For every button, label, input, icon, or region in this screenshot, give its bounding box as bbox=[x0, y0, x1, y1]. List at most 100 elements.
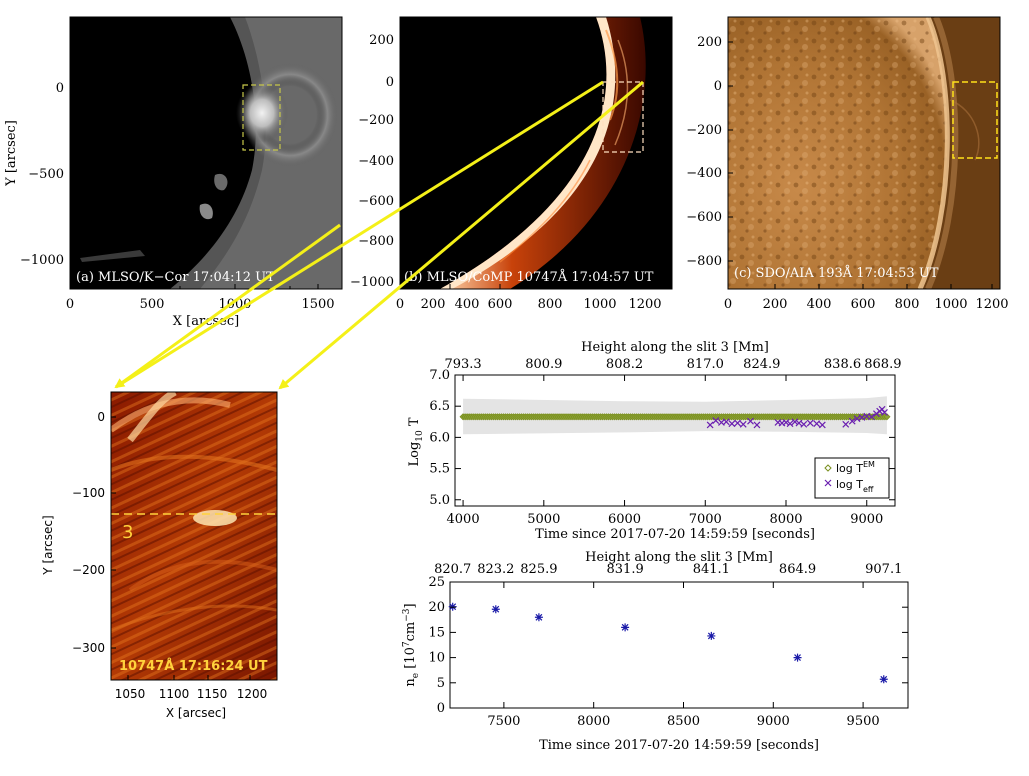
panel-c-ytick: 200 bbox=[697, 35, 722, 50]
density-point bbox=[448, 602, 457, 611]
eff-point bbox=[818, 421, 826, 429]
panel-a-ytick: −500 bbox=[28, 167, 64, 182]
density-plot-title: Height along the slit 3 [Mm] bbox=[585, 550, 773, 565]
legend-diamond-icon bbox=[824, 464, 832, 472]
top-tick-label: 800.9 bbox=[525, 357, 562, 372]
y-tick-label: 5.5 bbox=[429, 462, 450, 477]
panel-b-ytick: −400 bbox=[358, 154, 394, 169]
y-tick-label: 10 bbox=[428, 651, 445, 666]
panel-b-ytick: 0 bbox=[386, 75, 394, 90]
panel-c-label: (c) SDO/AIA 193Å 17:04:53 UT bbox=[734, 265, 939, 281]
panel-c-xtick: 0 bbox=[724, 297, 732, 312]
panel-c-xtick: 800 bbox=[895, 297, 920, 312]
panel-b-ytick: −1000 bbox=[350, 275, 394, 290]
ylabel-sup3: −3 bbox=[402, 608, 412, 622]
top-tick-label: 817.0 bbox=[687, 357, 724, 372]
panel-a-ytick: −1000 bbox=[20, 253, 64, 268]
top-tick-label: 831.9 bbox=[607, 562, 644, 577]
panel-b-ytick: −800 bbox=[358, 234, 394, 249]
panel-b-ticks bbox=[399, 39, 651, 289]
top-tick-label: 820.7 bbox=[434, 562, 471, 577]
eff-point bbox=[848, 417, 856, 425]
panel-c-ytick: 0 bbox=[714, 79, 722, 94]
density-point bbox=[793, 653, 802, 662]
eff-point bbox=[734, 419, 741, 427]
ylabel-n-sub: e bbox=[411, 673, 421, 678]
eff-point bbox=[795, 419, 803, 427]
zoom-ytick: 0 bbox=[97, 410, 105, 424]
panel-a: (a) MLSO/K−Cor 17:04:12 UT 0 500 1000 15… bbox=[4, 16, 343, 329]
density-point bbox=[534, 613, 543, 622]
density-point bbox=[491, 605, 500, 614]
panel-a-roi-box bbox=[242, 84, 281, 151]
ylabel-tail: T bbox=[407, 417, 422, 430]
density-point bbox=[879, 675, 888, 684]
legend-em-main: log T bbox=[836, 462, 863, 475]
zoom-xlabel: X [arcsec] bbox=[166, 706, 226, 720]
panel-b-xtick: 1000 bbox=[583, 297, 616, 312]
y-tick-label: 0 bbox=[437, 701, 445, 716]
top-tick-label: 907.1 bbox=[865, 562, 902, 577]
legend-x-icon bbox=[824, 479, 832, 487]
density-plot-ylabel: ne [107cm−3] bbox=[402, 603, 421, 686]
eff-point bbox=[858, 413, 866, 421]
eff-point bbox=[800, 420, 808, 428]
panel-a-ticks bbox=[69, 87, 319, 289]
eff-point bbox=[853, 415, 861, 423]
zoom-panel: 3 10747Å 17:16:24 UT 1050 1100 1150 1200… bbox=[41, 391, 278, 720]
panel-c-ytick: −200 bbox=[686, 123, 722, 138]
panel-c-xtick: 600 bbox=[851, 297, 876, 312]
panel-a-label: (a) MLSO/K−Cor 17:04:12 UT bbox=[76, 270, 275, 285]
panel-b-xtick: 400 bbox=[455, 297, 480, 312]
panel-b-xtick: 600 bbox=[488, 297, 513, 312]
legend-box bbox=[814, 457, 890, 499]
y-tick-label: 7.0 bbox=[429, 368, 450, 383]
top-tick-label: 793.3 bbox=[444, 357, 481, 372]
panel-b-xtick: 800 bbox=[538, 297, 563, 312]
y-tick-label: 25 bbox=[428, 575, 445, 590]
zoom-ytick: −200 bbox=[72, 563, 105, 577]
y-tick-label: 6.0 bbox=[429, 430, 450, 445]
y-tick-label: 5.0 bbox=[429, 493, 450, 508]
legend-eff-main: log T bbox=[836, 478, 863, 491]
top-tick-label: 825.9 bbox=[520, 562, 557, 577]
temperature-plot: Height along the slit 3 [Mm] Time since … bbox=[407, 340, 901, 542]
eff-point bbox=[747, 417, 754, 425]
panel-c-xtick: 1000 bbox=[934, 297, 967, 312]
ylabel-open: [10 bbox=[403, 647, 418, 673]
x-tick-label: 8000 bbox=[769, 512, 802, 527]
eff-point bbox=[813, 420, 821, 428]
zoom-ticks bbox=[111, 416, 251, 680]
x-tick-label: 7000 bbox=[689, 512, 722, 527]
panel-c: (c) SDO/AIA 193Å 17:04:53 UT 0 200 400 6… bbox=[686, 16, 1009, 312]
x-tick-label: 7500 bbox=[487, 714, 520, 729]
eff-point bbox=[791, 418, 799, 426]
x-tick-label: 8500 bbox=[667, 714, 700, 729]
x-tick-label: 9000 bbox=[850, 512, 883, 527]
top-tick-label: 868.9 bbox=[864, 357, 901, 372]
ylabel-sub: 10 bbox=[415, 430, 425, 442]
density-point bbox=[707, 631, 716, 640]
eff-point bbox=[753, 421, 761, 429]
legend-em-sup: EM bbox=[863, 460, 875, 469]
panel-c-ytick: −400 bbox=[686, 166, 722, 181]
arrow-b-to-zoom-right bbox=[278, 80, 644, 390]
arrow-a-to-zoom bbox=[114, 223, 341, 389]
panel-c-xtick: 200 bbox=[763, 297, 788, 312]
x-tick-label: 9000 bbox=[757, 714, 790, 729]
panel-b-ytick: 200 bbox=[369, 33, 394, 48]
zoom-xtick: 1100 bbox=[159, 687, 190, 701]
temperature-legend: log TEM log Teff bbox=[814, 457, 890, 499]
svg-text:ne [107cm−3]: ne [107cm−3] bbox=[402, 603, 421, 686]
temperature-plot-ylabel: Log10 T bbox=[407, 417, 425, 466]
temperature-plot-title: Height along the slit 3 [Mm] bbox=[581, 340, 769, 355]
zoom-ylabel: Y [arcsec] bbox=[41, 515, 55, 575]
panel-b-label: (b) MLSO/CoMP 10747Å 17:04:57 UT bbox=[404, 269, 654, 285]
slit-3-label: 3 bbox=[122, 522, 133, 543]
eff-point bbox=[728, 420, 736, 428]
svg-text:Log10 T: Log10 T bbox=[407, 417, 425, 466]
eff-point bbox=[706, 421, 714, 429]
top-tick-label: 808.2 bbox=[606, 357, 643, 372]
zoom-ytick: −300 bbox=[72, 641, 105, 655]
